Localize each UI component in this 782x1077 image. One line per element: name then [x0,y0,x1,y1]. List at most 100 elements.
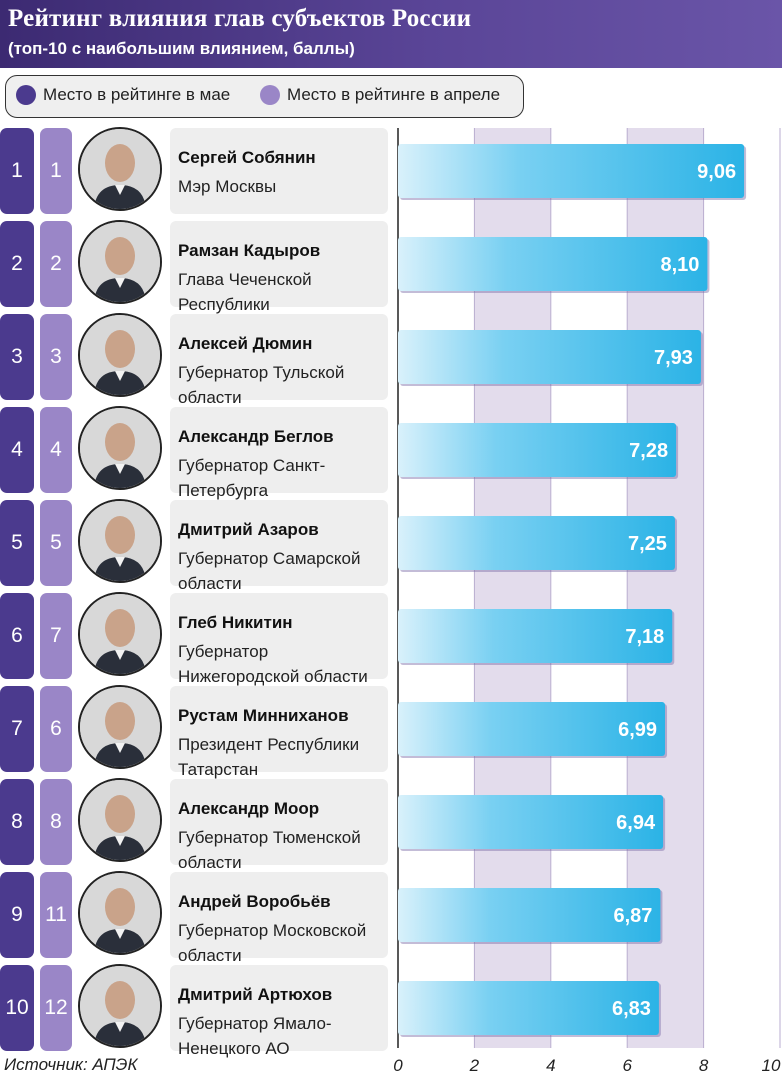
portrait-photo [78,220,162,304]
portrait-photo [78,499,162,583]
person-name: Алексей Дюмин [178,334,313,353]
person-position: Губернатор Нижегородской области [178,642,368,686]
rank-april: 3 [40,314,72,400]
x-tick-label: 0 [393,1056,403,1075]
table-row: 5 5 Дмитрий Азаров Губернатор Самарской обл… [0,499,395,593]
person-name: Рустам Минниханов [178,706,349,725]
person-position: Губернатор Тюменской области [178,828,361,872]
rank-may: 8 [0,779,34,865]
bar [398,237,708,291]
table-row: 2 2 Рамзан Кадыров Глава Чеченской Республи… [0,220,395,314]
bar-value-label: 7,18 [625,626,664,648]
table-row: 10 12 Дмитрий Артюхов Губернатор Ямало-Нене… [0,964,395,1058]
legend-label-may: Место в рейтинге в мае [43,85,231,104]
portrait-photo [78,127,162,211]
rank-april: 4 [40,407,72,493]
rank-april: 11 [40,872,72,958]
person-name: Андрей Воробьёв [178,892,331,911]
person-name: Рамзан Кадыров [178,241,321,260]
rank-may: 2 [0,221,34,307]
legend-dot-april [260,85,280,105]
bar-value-label: 7,25 [628,533,667,555]
x-tick-label: 2 [469,1056,480,1075]
bar-plot: 9,06 8,10 7,93 7,28 7,25 7,18 6,99 6,94 6,87 6,83 [397,128,781,1048]
person-card: Рамзан Кадыров Глава Чеченской Республики [170,221,388,314]
bar [398,144,745,198]
x-tick-label: 6 [622,1056,632,1075]
person-card: Сергей Собянин Мэр Москвы [170,128,388,214]
person-name: Глеб Никитин [178,613,293,632]
table-row: 8 8 Александр Моор Губернатор Тюменской обл… [0,778,395,872]
person-position: Президент Республики Татарстан [178,735,360,779]
rank-may: 7 [0,686,34,772]
table-row: 4 4 Александр Беглов Губернатор Санкт-Петер… [0,406,395,500]
person-card: Александр Моор Губернатор Тюменской облас… [170,779,388,872]
person-card: Александр Беглов Губернатор Санкт-Петербу… [170,407,388,500]
person-name: Дмитрий Азаров [178,520,319,539]
bar [398,609,673,663]
rank-may: 3 [0,314,34,400]
x-tick-label: 10 [761,1056,781,1075]
bar [398,330,701,384]
table-row: 9 11 Андрей Воробьёв Губернатор Московской … [0,871,395,965]
bar [398,516,675,570]
grid-band [703,128,780,1048]
portrait-photo [78,406,162,490]
person-position: Губернатор Тульской области [178,363,345,407]
portrait-photo [78,313,162,397]
person-icon [80,408,160,488]
table-row: 7 6 Рустам Минниханов Президент Республики … [0,685,395,779]
chart-header: Рейтинг влияния глав субъектов России (т… [0,0,782,68]
person-card: Дмитрий Азаров Губернатор Самарской облас… [170,500,388,593]
rank-april: 2 [40,221,72,307]
legend-item-may: Место в рейтинге в мае [16,85,230,105]
bar-value-label: 8,10 [660,254,699,276]
person-icon [80,966,160,1046]
bar [398,795,664,849]
person-name: Дмитрий Артюхов [178,985,333,1004]
bar-value-label: 6,99 [618,719,657,741]
person-icon [80,873,160,953]
person-position: Губернатор Санкт-Петербурга [178,456,326,500]
bar-value-label: 7,93 [654,347,693,369]
person-position: Губернатор Московской области [178,921,367,965]
rank-may: 5 [0,500,34,586]
x-tick-label: 8 [698,1056,709,1075]
rank-may: 6 [0,593,34,679]
bar [398,888,661,942]
person-card: Андрей Воробьёв Губернатор Московской обл… [170,872,388,965]
rank-may: 9 [0,872,34,958]
person-position: Глава Чеченской Республики [178,270,312,314]
bar [398,981,659,1035]
person-icon [80,129,160,209]
legend-item-april: Место в рейтинге в апреле [260,85,500,105]
rank-april: 6 [40,686,72,772]
person-card: Алексей Дюмин Губернатор Тульской области [170,314,388,407]
bar [398,423,677,477]
rank-april: 1 [40,128,72,214]
legend-label-april: Место в рейтинге в апреле [287,85,501,104]
table-row: 6 7 Глеб Никитин Губернатор Нижегородской о… [0,592,395,686]
person-card: Глеб Никитин Губернатор Нижегородской обл… [170,593,388,686]
portrait-photo [78,778,162,862]
portrait-photo [78,685,162,769]
source-note: Источник: АПЭК [4,1055,138,1074]
rank-april: 8 [40,779,72,865]
person-name: Александр Моор [178,799,320,818]
bar-value-label: 6,94 [616,812,656,834]
person-position: Губернатор Ямало-Ненецкого АО [178,1014,332,1058]
person-card: Дмитрий Артюхов Губернатор Ямало-Ненецког… [170,965,388,1058]
person-name: Сергей Собянин [178,148,316,167]
bar-value-label: 9,06 [697,161,736,183]
chart-title: Рейтинг влияния глав субъектов России [8,5,472,32]
person-icon [80,315,160,395]
person-position: Мэр Москвы [178,177,277,196]
legend: Место в рейтинге в мае Место в рейтинге … [5,75,524,118]
x-tick-label: 4 [546,1056,556,1075]
rank-may: 10 [0,965,34,1051]
person-icon [80,222,160,302]
rank-april: 5 [40,500,72,586]
table-row: 1 1 Сергей Собянин Мэр Москвы [0,127,395,214]
bar-value-label: 7,28 [629,440,668,462]
rank-april: 12 [40,965,72,1051]
